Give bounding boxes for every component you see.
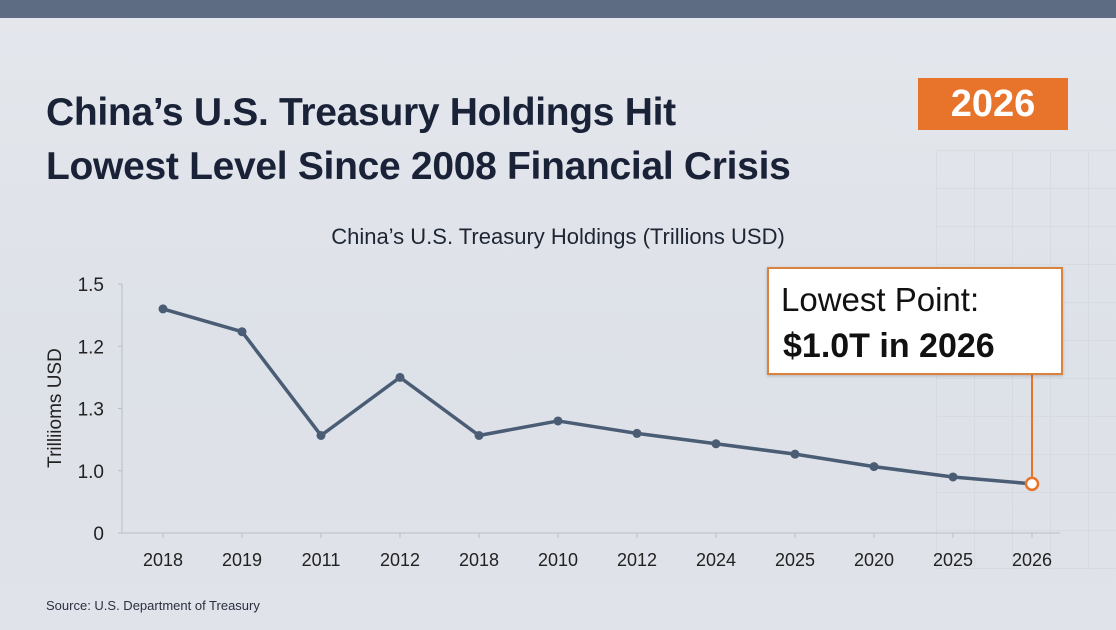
page-title: China’s U.S. Treasury Holdings Hit Lowes… <box>46 86 791 194</box>
chart-title: China’s U.S. Treasury Holdings (Trillion… <box>331 224 785 249</box>
top-bar <box>0 0 1116 18</box>
y-tick-label: 1.2 <box>78 337 104 358</box>
data-point <box>632 428 642 438</box>
x-tick-label: 2011 <box>302 550 341 570</box>
data-point <box>395 372 405 382</box>
callout-line-1: Lowest Point: <box>781 281 980 318</box>
series-line <box>162 307 1033 486</box>
data-point <box>316 430 326 440</box>
x-tick-label: 2020 <box>854 550 894 570</box>
x-tick-label: 2019 <box>222 550 262 570</box>
y-tick-label: 0 <box>93 524 104 545</box>
x-tick-label: 2025 <box>933 550 973 570</box>
x-tick-label: 2018 <box>143 550 183 570</box>
source-note: Source: U.S. Department of Treasury <box>46 598 260 613</box>
data-point <box>790 449 800 459</box>
x-tick-label: 2010 <box>538 550 578 570</box>
year-badge: 2026 <box>918 78 1068 130</box>
data-point <box>474 430 484 440</box>
data-point <box>158 304 168 314</box>
data-point <box>711 439 721 449</box>
lowest-point-callout: Lowest Point: $1.0T in 2026 <box>767 267 1063 375</box>
data-point <box>237 327 247 337</box>
data-point <box>553 416 563 426</box>
data-point <box>869 462 879 472</box>
x-tick-label: 2024 <box>696 550 736 570</box>
y-tick-label: 1.5 <box>78 275 104 296</box>
y-tick-label: 1.3 <box>78 400 104 421</box>
title-line-1: China’s U.S. Treasury Holdings Hit <box>46 91 676 134</box>
callout-line-2: $1.0T in 2026 <box>783 327 995 365</box>
lowest-point-marker <box>1024 476 1040 492</box>
y-axis-label: Trilliioms USD <box>45 348 66 468</box>
x-tick-label: 2012 <box>617 550 657 570</box>
data-point <box>948 472 958 482</box>
x-tick-label: 2026 <box>1012 550 1052 570</box>
title-line-2: Lowest Level Since 2008 Financial Crisis <box>46 145 791 188</box>
x-tick-label: 2018 <box>459 550 499 570</box>
x-tick-label: 2025 <box>775 550 815 570</box>
y-tick-label: 1.0 <box>78 462 104 483</box>
x-tick-label: 2012 <box>380 550 420 570</box>
